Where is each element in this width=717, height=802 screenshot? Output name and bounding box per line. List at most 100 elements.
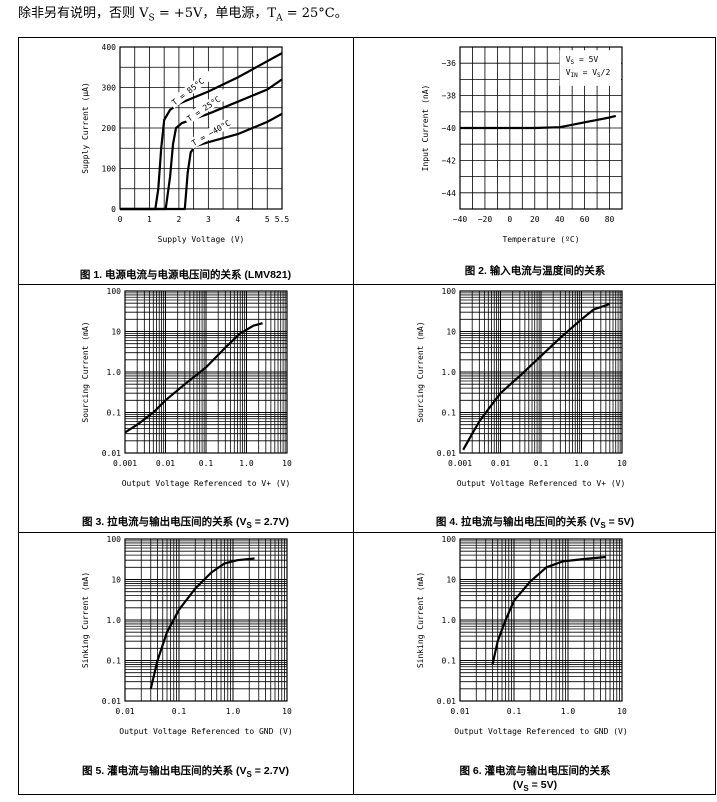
y-tick-label: 0.01: [102, 697, 121, 706]
x-tick-label: 0.1: [534, 459, 549, 468]
figure-table-divider-h2: [18, 532, 716, 533]
x-tick-label: 0.01: [450, 707, 469, 716]
x-tick-label: 10: [282, 707, 292, 716]
x-tick-label: 10: [282, 459, 292, 468]
y-tick-label: 100: [107, 287, 122, 296]
x-axis-label: Output Voltage Referenced to V+ (V): [122, 479, 291, 488]
x-axis-label: Output Voltage Referenced to GND (V): [454, 727, 627, 736]
x-tick-label: 5.5: [275, 215, 290, 224]
x-tick-label: 0.001: [448, 459, 472, 468]
figure-2-caption: 图 2. 输入电流与温度间的关系: [464, 265, 606, 277]
figure-2-chart: −40 −20 0 20 40 60 80 −36 −38 −40 −42 −44 Temperatur…: [421, 46, 623, 244]
x-tick-label: 1.0: [574, 459, 589, 468]
x-tick-label: 80: [605, 215, 615, 224]
x-tick-label: −20: [478, 215, 493, 224]
y-tick-label: 0.1: [107, 409, 122, 418]
series-line-1: [460, 114, 617, 130]
plot-frame: [459, 538, 623, 702]
plot-frame: [119, 46, 283, 210]
plot-grid: [119, 46, 283, 210]
y-tick-label: −42: [442, 156, 457, 165]
y-tick-label: 0.1: [442, 409, 457, 418]
y-tick-label: 1.0: [107, 368, 122, 377]
y-axis-label: Input Current (nA): [421, 85, 430, 172]
series-line-1: [462, 302, 611, 451]
x-tick-label: 60: [580, 215, 590, 224]
figure-4-caption: 图 4. 拉电流与输出电压间的关系 (VS = 5V): [435, 516, 635, 531]
y-tick-label: 400: [102, 43, 117, 52]
plot-frame: [459, 290, 623, 454]
legend-vs: VS = 5V: [566, 55, 599, 66]
y-tick-label: 0.01: [102, 449, 121, 458]
x-tick-label: 10: [617, 459, 627, 468]
x-tick-label: 0.01: [156, 459, 175, 468]
figure-2: −40 −20 0 20 40 60 80 −36 −38 −40 −42 −44 Temperatur…: [354, 37, 716, 284]
y-tick-label: 0.1: [442, 657, 457, 666]
y-tick-label: 100: [442, 287, 457, 296]
x-tick-label: 1: [147, 215, 152, 224]
series-line-1: [124, 322, 263, 434]
temperature-annotation: T = −40°C: [190, 118, 232, 148]
series-line-1: [149, 557, 255, 690]
series-line-1: [491, 555, 606, 665]
legend-bg: [559, 50, 621, 86]
plot-grid: [459, 291, 622, 454]
figure-table-border: [18, 37, 716, 795]
x-tick-label: 0.1: [199, 459, 214, 468]
y-tick-label: 0.01: [437, 697, 456, 706]
plot-grid: [459, 539, 622, 702]
y-axis-label: Supply Current (μA): [81, 82, 90, 174]
plot-frame: [124, 290, 288, 454]
figure-table-divider-h1: [18, 284, 716, 285]
y-axis-label: Sinking Current (mA): [81, 572, 90, 668]
x-tick-label: 1.0: [239, 459, 254, 468]
y-tick-label: 100: [442, 535, 457, 544]
x-tick-label: 1.0: [561, 707, 576, 716]
x-tick-label: 3: [206, 215, 211, 224]
y-tick-label: 100: [107, 535, 122, 544]
y-tick-label: 200: [102, 124, 117, 133]
figure-5-chart: 0.01 0.1 1.0 10 0.01 0.1 1.0 10 100 Output Voltag…: [81, 535, 293, 736]
y-tick-label: 0.01: [437, 449, 456, 458]
legend-vin: VIN = VS/2: [566, 68, 611, 79]
x-axis-label: Temperature (ºC): [502, 235, 579, 244]
annotation-bg: [183, 88, 231, 125]
x-tick-label: 4: [235, 215, 240, 224]
y-tick-label: 1.0: [107, 616, 122, 625]
x-tick-label: 1.0: [226, 707, 241, 716]
x-tick-label: 0.001: [113, 459, 137, 468]
x-tick-label: 40: [555, 215, 565, 224]
figure-6-caption: 图 6. 灌电流与输出电压间的关系 (VS = 5V): [459, 765, 611, 794]
y-tick-label: 10: [111, 328, 121, 337]
x-tick-label: 0.01: [115, 707, 134, 716]
y-tick-label: 1.0: [442, 368, 457, 377]
x-tick-label: 5: [265, 215, 270, 224]
figure-6-chart: 0.01 0.1 1.0 10 0.01 0.1 1.0 10 100 Output Voltag…: [416, 535, 628, 736]
intro-note: 除非另有说明，否则 VS = +5V，单电源，TA = 25°C。: [18, 6, 348, 24]
x-tick-label: 0.1: [172, 707, 187, 716]
figure-5: 0.01 0.1 1.0 10 0.01 0.1 1.0 10 100 Output Voltag…: [18, 533, 353, 795]
figure-6: 0.01 0.1 1.0 10 0.01 0.1 1.0 10 100 Output Voltag…: [354, 533, 716, 795]
x-tick-label: 2: [176, 215, 181, 224]
figure-1-chart: 0 1 2 3 4 5 5.5 0 100 200 300 400 Supply Voltage (V)…: [81, 43, 290, 244]
figure-1: 0 1 2 3 4 5 5.5 0 100 200 300 400 Supply Voltage (V)…: [18, 37, 353, 284]
y-tick-label: 0: [111, 205, 116, 214]
y-tick-label: 10: [446, 328, 456, 337]
y-tick-label: −44: [442, 189, 457, 198]
y-axis-label: Sinking Current (mA): [416, 572, 425, 668]
figure-4: 0.001 0.01 0.1 1.0 10 0.01 0.1 1.0 10 100 Output V…: [354, 285, 716, 532]
x-tick-label: 0: [507, 215, 512, 224]
plot-grid: [124, 539, 287, 702]
y-tick-label: −38: [442, 92, 457, 101]
y-tick-label: 100: [102, 165, 117, 174]
y-tick-label: 10: [446, 576, 456, 585]
figure-3-caption: 图 3. 拉电流与输出电压间的关系 (VS = 2.7V): [82, 516, 289, 531]
series-line-2: [120, 78, 283, 211]
temperature-annotation: T = 85°C: [170, 76, 206, 107]
x-axis-label: Output Voltage Referenced to GND (V): [119, 727, 292, 736]
y-tick-label: 1.0: [442, 616, 457, 625]
plot-grid: [124, 291, 287, 454]
y-axis-label: Sourcing Current (mA): [81, 321, 90, 422]
figure-5-caption: 图 5. 灌电流与输出电压间的关系 (VS = 2.7V): [82, 765, 289, 780]
